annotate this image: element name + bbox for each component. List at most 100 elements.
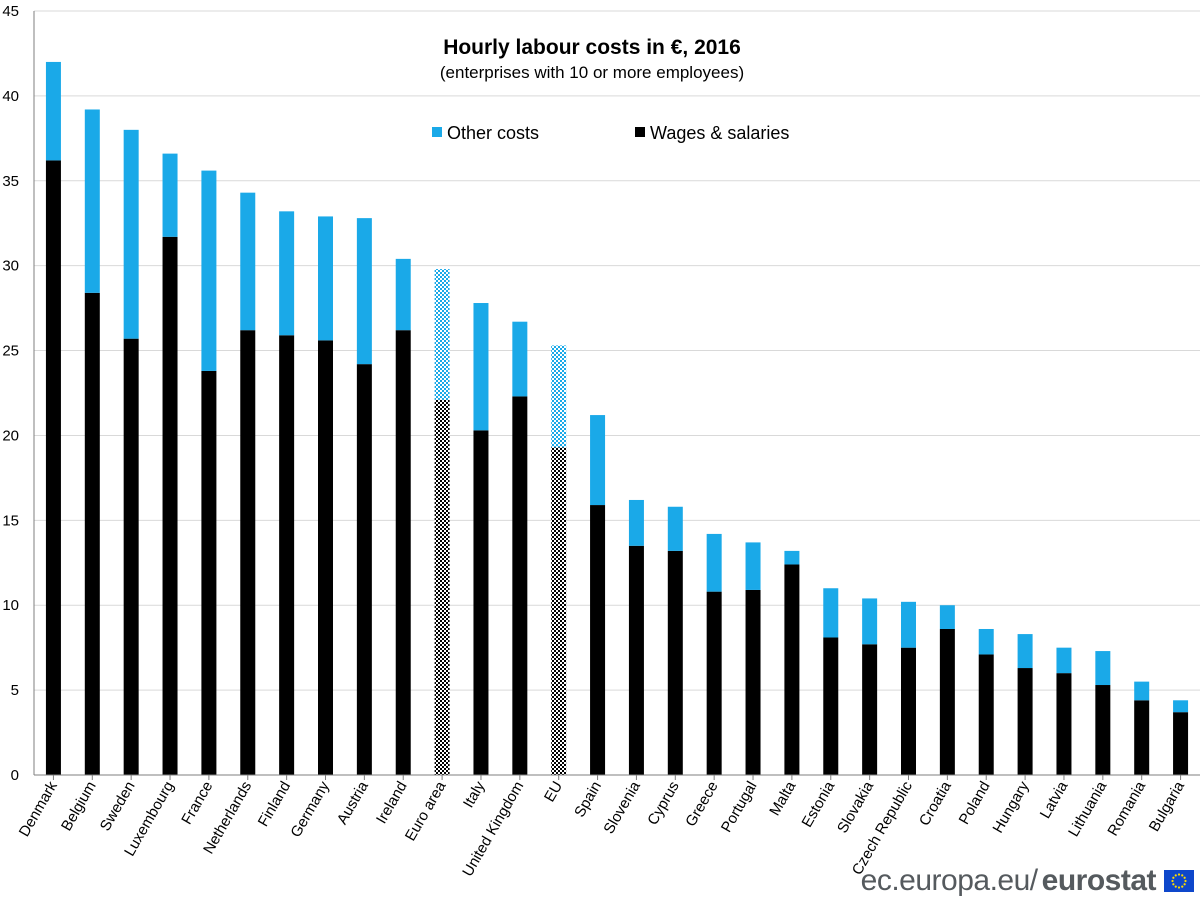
- bar-wages-luxembourg: [162, 236, 178, 775]
- category-label-germany: Germany: [287, 778, 333, 840]
- category-label-estonia: Estonia: [798, 778, 838, 830]
- bar-other-euro-area: [434, 269, 450, 400]
- y-tick-labels: 0 5 10 15 20 25 30 35 40 45: [2, 3, 19, 784]
- legend-swatch-wages-salaries: [635, 127, 645, 137]
- category-label-finland: Finland: [255, 779, 294, 830]
- y-tick-0: 0: [11, 767, 19, 784]
- flag-star: [1181, 885, 1184, 888]
- bar-other-sweden: [123, 129, 139, 339]
- flag-star: [1172, 876, 1175, 879]
- bar-wages-slovenia: [628, 545, 644, 775]
- bar-other-czech-republic: [901, 601, 916, 648]
- category-label-poland: Poland: [956, 779, 994, 828]
- category-label-denmark: Denmark: [16, 778, 61, 840]
- bar-wages-greece: [706, 591, 722, 775]
- bar-wages-euro-area: [434, 399, 450, 775]
- bar-other-croatia: [939, 605, 955, 629]
- bar-wages-spain: [590, 505, 606, 775]
- category-label-romania: Romania: [1104, 778, 1149, 839]
- bar-wages-portugal: [745, 589, 761, 775]
- bar-other-ireland: [395, 258, 411, 331]
- bar-other-denmark: [45, 61, 61, 161]
- eurostat-footer: ec.europa.eu/eurostat: [861, 864, 1194, 898]
- bar-wages-germany: [318, 340, 333, 775]
- bar-wages-belgium: [84, 292, 100, 775]
- y-tick-30: 30: [2, 258, 19, 275]
- y-tick-15: 15: [2, 512, 19, 529]
- footer-brand: eurostat: [1041, 864, 1157, 897]
- y-tick-35: 35: [2, 173, 19, 190]
- bar-wages-poland: [978, 654, 994, 775]
- bar-wages-latvia: [1056, 673, 1072, 775]
- y-tick-20: 20: [2, 427, 19, 444]
- y-tick-40: 40: [2, 88, 19, 105]
- bar-other-austria: [356, 218, 372, 365]
- bar-wages-united-kingdom: [512, 396, 528, 775]
- bar-wages-netherlands: [240, 330, 256, 775]
- bar-wages-slovakia: [862, 644, 878, 775]
- chart-subtitle: (enterprises with 10 or more employees): [440, 63, 744, 82]
- flag-star: [1177, 873, 1181, 876]
- chart-title: Hourly labour costs in €, 2016: [443, 36, 741, 59]
- bar-other-bulgaria: [1173, 700, 1189, 713]
- bar-other-netherlands: [240, 192, 256, 331]
- bar-other-estonia: [823, 588, 839, 638]
- category-label-eu: EU: [541, 779, 566, 806]
- flag-star: [1177, 886, 1181, 889]
- category-label-italy: Italy: [460, 778, 489, 811]
- bar-wages-estonia: [823, 637, 839, 775]
- footer-site: ec.europa.eu/: [860, 864, 1038, 897]
- bar-other-belgium: [84, 109, 100, 293]
- bar-wages-france: [201, 370, 217, 775]
- bar-other-greece: [706, 533, 722, 592]
- flag-star: [1172, 883, 1175, 886]
- category-label-spain: Spain: [571, 779, 605, 821]
- bar-other-lithuania: [1095, 651, 1111, 686]
- bar-other-hungary: [1017, 634, 1033, 669]
- bar-wages-malta: [784, 564, 800, 775]
- bar-other-united-kingdom: [512, 321, 528, 397]
- flag-star: [1174, 874, 1177, 877]
- bar-other-poland: [978, 628, 994, 655]
- bar-wages-cyprus: [667, 550, 683, 775]
- gridlines: [34, 10, 1200, 691]
- category-label-france: France: [178, 779, 216, 828]
- bar-other-italy: [473, 303, 489, 431]
- category-label-croatia: Croatia: [916, 778, 955, 829]
- category-label-belgium: Belgium: [58, 779, 100, 834]
- category-label-ireland: Ireland: [373, 779, 411, 827]
- flag-star: [1181, 874, 1184, 877]
- legend-label-other-costs: Other costs: [447, 123, 539, 143]
- bar-wages-sweden: [123, 338, 139, 775]
- flag-star: [1171, 879, 1174, 883]
- legend: Other costs Wages & salaries: [432, 123, 789, 143]
- bar-other-germany: [318, 216, 333, 341]
- flag-star: [1174, 885, 1177, 888]
- bar-other-malta: [784, 550, 800, 565]
- bar-wages-lithuania: [1095, 685, 1111, 775]
- category-label-slovenia: Slovenia: [600, 778, 644, 837]
- bar-wages-austria: [356, 364, 372, 775]
- bar-wages-eu: [551, 447, 567, 775]
- bar-other-france: [201, 170, 217, 371]
- eu-flag-icon: [1164, 870, 1194, 892]
- flag-star: [1184, 879, 1187, 883]
- bar-other-portugal: [745, 542, 761, 590]
- bar-wages-bulgaria: [1173, 712, 1189, 775]
- bar-other-eu: [551, 345, 567, 448]
- bar-other-slovenia: [628, 499, 644, 546]
- category-label-bulgaria: Bulgaria: [1146, 778, 1189, 835]
- category-label-latvia: Latvia: [1037, 778, 1072, 822]
- bar-wages-romania: [1134, 700, 1150, 775]
- category-label-sweden: Sweden: [97, 779, 139, 834]
- bar-wages-denmark: [45, 160, 61, 776]
- legend-label-wages-salaries: Wages & salaries: [650, 123, 789, 143]
- bars: [45, 61, 1189, 776]
- y-tick-25: 25: [2, 343, 19, 360]
- y-tick-5: 5: [11, 682, 19, 699]
- y-tick-10: 10: [2, 597, 19, 614]
- flag-star: [1183, 876, 1186, 879]
- bar-other-spain: [590, 415, 606, 506]
- bar-other-romania: [1134, 681, 1150, 701]
